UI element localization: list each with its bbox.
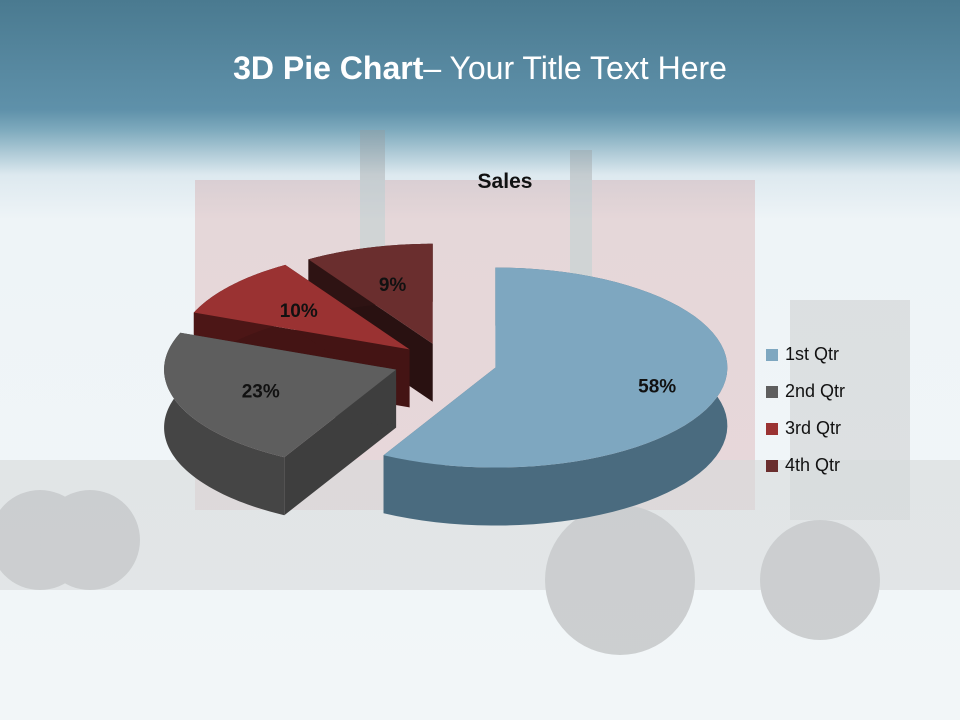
slice-outer-wall	[164, 332, 285, 516]
legend-item: 2nd Qtr	[766, 373, 845, 410]
truck-background-image	[0, 130, 960, 655]
pie-slice-1: 58%	[383, 267, 728, 526]
data-label: 10%	[280, 301, 318, 322]
legend-label: 4th Qtr	[785, 455, 841, 475]
legend: 1st Qtr 2nd Qtr 3rd Qtr 4th Qtr	[766, 336, 845, 484]
slice-top	[308, 243, 433, 344]
legend-swatch	[766, 422, 778, 435]
legend-label: 2nd Qtr	[785, 381, 846, 401]
legend-label: 3rd Qtr	[785, 418, 842, 438]
legend-swatch	[766, 459, 778, 472]
title-bold: 3D Pie Chart	[233, 50, 424, 86]
legend-label: 1st Qtr	[785, 344, 840, 364]
chart-title: Sales	[478, 170, 533, 193]
legend-swatch	[766, 348, 778, 361]
legend-swatch	[766, 385, 778, 398]
data-label: 23%	[242, 382, 280, 403]
slice-top	[193, 264, 410, 350]
slice-top	[164, 332, 397, 458]
slice-top	[383, 267, 728, 468]
pie-slice-2: 23%	[164, 332, 397, 516]
data-label: 58%	[638, 376, 676, 397]
slide-title: 3D Pie Chart– Your Title Text Here	[0, 50, 960, 87]
legend-item: 3rd Qtr	[766, 410, 845, 447]
legend-item: 1st Qtr	[766, 336, 845, 373]
legend-item: 4th Qtr	[766, 447, 845, 484]
title-rest: – Your Title Text Here	[423, 50, 727, 86]
data-label: 9%	[379, 275, 407, 296]
